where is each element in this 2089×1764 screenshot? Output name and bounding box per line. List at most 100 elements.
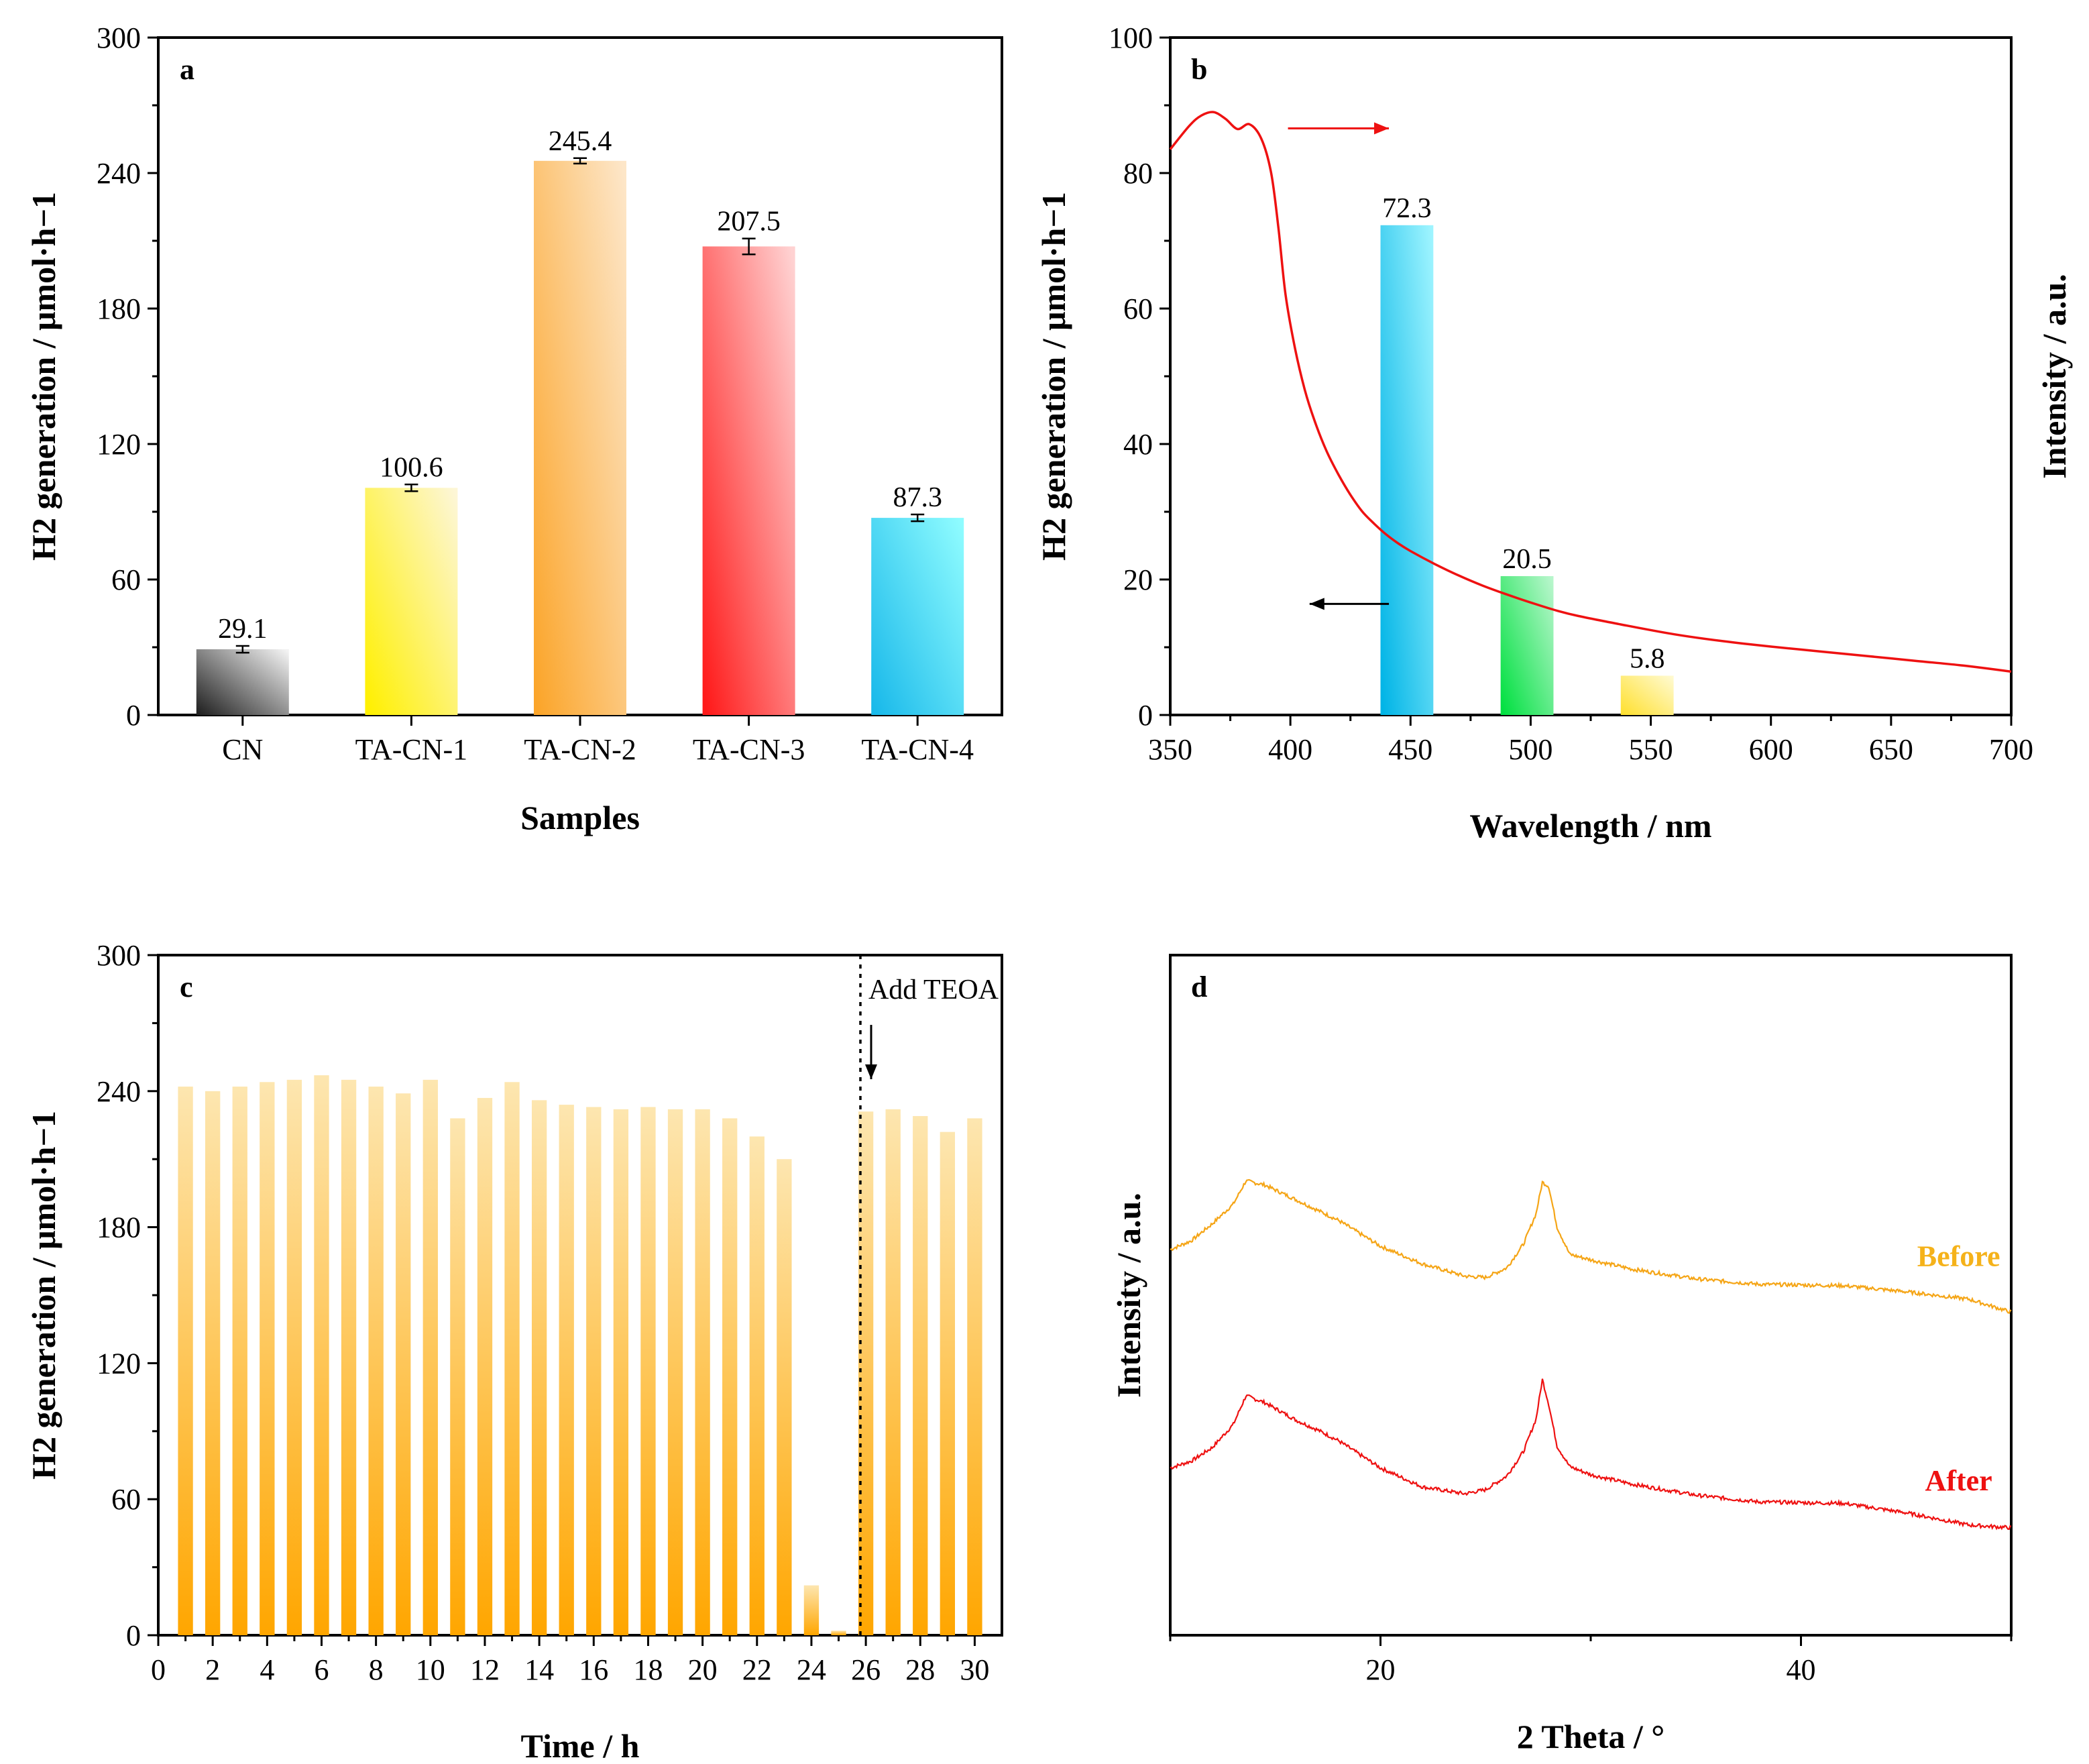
panel-a-xtick-label: TA-CN-4	[861, 733, 974, 766]
panel-a-letter: a	[180, 53, 194, 86]
panel-c-bar	[260, 1082, 275, 1635]
panel-c-xtick-label: 24	[797, 1653, 826, 1686]
panel-b: b Wavelength / nm H2 generation / μmol·h…	[1035, 21, 2073, 844]
panel-d-xtick-label: 20	[1366, 1653, 1396, 1686]
panel-a-xtick-label: TA-CN-3	[693, 733, 805, 766]
panel-c-bar	[722, 1118, 738, 1635]
panel-b-absorption-curve	[1169, 111, 2012, 673]
panel-d-label-after: After	[1925, 1464, 1992, 1497]
panel-c-bar	[586, 1107, 602, 1635]
panel-c-teoa-arrow-head	[864, 1064, 877, 1079]
panel-c-bar	[368, 1087, 384, 1635]
panel-c-bar	[531, 1100, 547, 1635]
panel-a-ytick-label: 0	[126, 699, 141, 732]
panel-a-xtick-label: TA-CN-1	[355, 733, 468, 766]
panel-d-ylabel: Intensity / a.u.	[1110, 1193, 1147, 1398]
panel-c-bar	[803, 1585, 820, 1635]
panel-c-bar	[777, 1159, 792, 1635]
panel-b-xtick-label: 500	[1508, 733, 1552, 766]
panel-b-ylabel: H2 generation / μmol·h−1	[1035, 192, 1072, 561]
panel-b-value-label: 20.5	[1502, 544, 1552, 575]
panel-a-ylabel: H2 generation / μmol·h−1	[25, 192, 62, 561]
panel-b-bar	[1380, 225, 1434, 715]
panel-a-bar	[871, 518, 964, 715]
panel-c-bar	[667, 1109, 683, 1635]
panel-c-bar	[286, 1079, 302, 1635]
panel-c-bar	[940, 1132, 955, 1635]
panel-c-ytick-label: 180	[97, 1211, 141, 1244]
panel-c-ytick-label: 300	[97, 939, 141, 972]
panel-c-ylabel: H2 generation / μmol·h−1	[25, 1111, 62, 1480]
panel-c-xtick-label: 8	[369, 1653, 384, 1686]
panel-b-ytick-label: 20	[1123, 563, 1153, 596]
panel-c-letter: c	[180, 971, 193, 1003]
panel-a-xtick-label: TA-CN-2	[524, 733, 636, 766]
panel-b-xtick-label: 550	[1629, 733, 1673, 766]
panel-c-bar	[232, 1087, 247, 1635]
panel-b-ylabel-right: Intensity / a.u.	[2035, 274, 2073, 479]
panel-a-value-label: 207.5	[717, 207, 781, 237]
panel-c-xtick-label: 12	[470, 1653, 500, 1686]
panel-c-bar	[504, 1082, 520, 1635]
panel-a-ytick-label: 180	[97, 292, 141, 325]
panel-c: c Time / h H2 generation / μmol·h−1 0601…	[25, 939, 1003, 1764]
panel-b-value-label: 72.3	[1382, 193, 1432, 224]
panel-b-ytick-label: 0	[1138, 699, 1153, 732]
panel-c-bar	[477, 1097, 493, 1635]
panel-c-bar	[314, 1075, 329, 1635]
panel-c-xtick-label: 28	[905, 1653, 935, 1686]
panel-c-xtick-label: 4	[260, 1653, 274, 1686]
panel-c-bar	[858, 1111, 874, 1635]
panel-a-ytick-label: 60	[111, 563, 141, 596]
panel-c-ytick-label: 120	[97, 1347, 141, 1380]
panel-c-bar	[422, 1079, 438, 1635]
panel-c-xtick-label: 16	[579, 1653, 608, 1686]
panel-c-xlabel: Time / h	[521, 1727, 640, 1764]
panel-c-xtick-label: 18	[633, 1653, 663, 1686]
panel-c-bar	[341, 1079, 357, 1635]
panel-a-xlabel: Samples	[520, 799, 640, 836]
panel-d-xlabel: 2 Theta / °	[1517, 1718, 1664, 1755]
panel-c-bar	[831, 1631, 846, 1635]
panel-d: d 2 Theta / ° Intensity / a.u. 20 40 Befor…	[1110, 954, 2013, 1755]
panel-c-frame	[157, 954, 1003, 1637]
panel-c-xtick-label: 26	[851, 1653, 881, 1686]
panel-c-bar	[913, 1115, 928, 1635]
panel-a-xtick-label: CN	[222, 733, 263, 766]
panel-b-xtick-label: 700	[1989, 733, 2033, 766]
panel-b-ytick-label: 80	[1123, 157, 1153, 190]
panel-a-value-label: 100.6	[380, 452, 443, 483]
panel-c-xtick-label: 14	[524, 1653, 554, 1686]
panel-c-xtick-label: 0	[151, 1653, 166, 1686]
panel-c-bar	[885, 1109, 901, 1635]
panel-c-bar	[205, 1091, 221, 1635]
panel-b-letter: b	[1191, 53, 1207, 86]
panel-c-ytick-label: 0	[126, 1619, 141, 1652]
panel-b-ytick-label: 60	[1123, 292, 1153, 325]
panel-a-ytick-label: 300	[97, 21, 141, 54]
panel-c-ytick-label: 240	[97, 1075, 141, 1108]
panel-c-bar	[178, 1087, 193, 1635]
panel-d-frame	[1169, 954, 2013, 1637]
panel-b-ytick-label: 100	[1109, 21, 1153, 54]
panel-c-xtick-label: 22	[742, 1653, 772, 1686]
panel-b-value-label: 5.8	[1630, 643, 1665, 674]
panel-c-bar	[559, 1105, 574, 1635]
panel-d-series-after	[1170, 1378, 2012, 1531]
panel-a-value-label: 87.3	[893, 482, 942, 513]
panel-d-series-before	[1170, 1178, 2012, 1314]
panel-a-ytick-label: 240	[97, 157, 141, 190]
panel-c-xtick-label: 6	[314, 1653, 329, 1686]
panel-a-bar	[702, 246, 795, 716]
panel-b-xtick-label: 450	[1388, 733, 1432, 766]
panel-c-ytick-label: 60	[111, 1483, 141, 1516]
panel-b-frame	[1169, 36, 2013, 716]
panel-b-bar	[1620, 675, 1674, 715]
panel-a: a Samples H2 generation / μmol·h−1 0 60 12…	[25, 21, 1003, 836]
panel-b-bar	[1500, 575, 1554, 715]
panel-b-xlabel: Wavelength / nm	[1469, 807, 1711, 844]
panel-c-bar	[967, 1118, 982, 1635]
panel-b-arrow-left-head	[1309, 598, 1324, 610]
panel-d-label-before: Before	[1917, 1240, 2000, 1273]
panel-a-ytick-label: 120	[97, 428, 141, 461]
